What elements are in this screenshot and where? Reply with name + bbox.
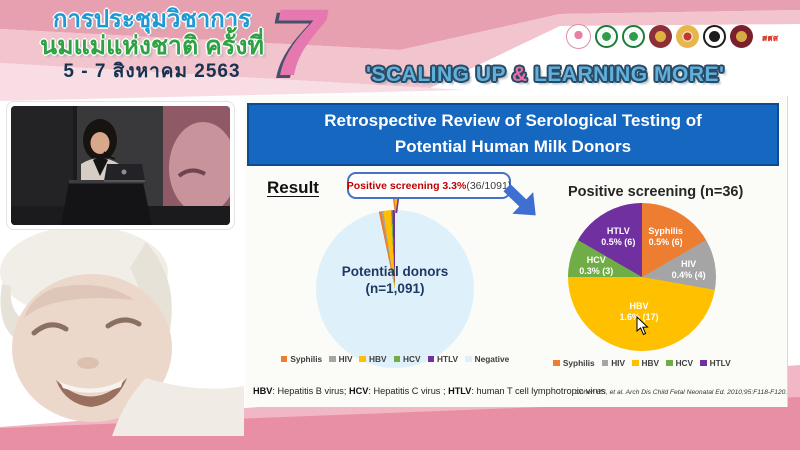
- callout-percent: Positive screening 3.3%: [346, 179, 467, 192]
- left-pie-legend: Syphilis HIV HBV HCV HTLV Negative: [280, 354, 509, 364]
- logo-strip: สสส: [566, 24, 783, 49]
- legend-label: HCV: [403, 354, 421, 364]
- mother-baby-foundation-logo: [566, 24, 591, 49]
- legend-swatch: [465, 355, 472, 363]
- baby-photo-background: [0, 226, 244, 436]
- conference-title: การประชุมวิชาการ นมแม่แห่งชาติ ครั้งที่ …: [24, 7, 280, 82]
- pie-label-hiv: HIV 0.4% (4): [671, 258, 706, 280]
- health-department-logo: [622, 25, 645, 48]
- conference-tagline: 'SCALING UP & LEARNING MORE': [366, 63, 724, 87]
- legend-label: HIV: [611, 358, 626, 368]
- legend-item-hbv: HBV: [359, 354, 387, 364]
- sss-text: สสส: [761, 33, 779, 43]
- mouse-cursor-icon: [636, 316, 649, 336]
- legend-label: Syphilis: [562, 358, 595, 368]
- edition-number: 7: [272, 0, 325, 96]
- legend-label: HBV: [368, 354, 387, 364]
- tagline-ampersand: &: [511, 63, 528, 86]
- footnote-htlv: HTLV: [448, 386, 472, 396]
- tagline-text: 'SCALING UP: [366, 63, 512, 86]
- pie-label-hcv: HCV 0.3% (3): [579, 254, 614, 276]
- reference-citation: Cohen RS, et al. Arch Dis Child Fetal Ne…: [575, 389, 788, 396]
- legend-swatch: [553, 359, 560, 367]
- tagline-text-2: LEARNING MORE': [527, 63, 725, 86]
- footnote-hbv: HBV: [253, 386, 273, 396]
- legend-item-hiv: HIV: [329, 354, 352, 364]
- slide: Retrospective Review of Serological Test…: [245, 96, 788, 407]
- health-ministry-logo: [595, 25, 618, 48]
- legend-item-negative: Negative: [465, 354, 509, 364]
- legend-label: HTLV: [437, 354, 459, 364]
- legend-item-hiv: HIV: [601, 358, 626, 368]
- legend-item-syphilis: Syphilis: [553, 358, 595, 368]
- abbreviation-footnote: HBV: Hepatitis B virus; HCV: Hepatitis C…: [253, 386, 605, 396]
- legend-item-hcv: HCV: [393, 354, 421, 364]
- college-seal-logo: [703, 25, 726, 48]
- legend-item-htlv: HTLV: [700, 358, 731, 368]
- conference-title-line1: การประชุมวิชาการ: [52, 6, 252, 33]
- presenter-video: [7, 102, 234, 229]
- callout-fraction: (36/1091): [466, 179, 512, 192]
- legend-swatch: [359, 355, 366, 363]
- legend-swatch: [700, 359, 707, 367]
- hospital-emblem-logo: [649, 25, 672, 48]
- legend-label: HTLV: [709, 358, 731, 368]
- society-crest-logo: [730, 25, 753, 48]
- positive-screening-title: Positive screening (n=36): [568, 184, 744, 200]
- legend-swatch: [393, 355, 401, 363]
- potential-donors-line2: (n=1,091): [365, 280, 425, 296]
- legend-label: Syphilis: [290, 354, 323, 364]
- legend-swatch: [427, 355, 435, 363]
- sss-figures-icon: [757, 25, 783, 40]
- legend-label: HCV: [675, 358, 694, 368]
- pie-label-hbv: HBV 1.6% (17): [619, 300, 659, 322]
- legend-swatch: [280, 355, 288, 363]
- legend-label: Negative: [474, 354, 510, 364]
- potential-donors-pie: [316, 210, 474, 368]
- pie-label-syphilis: Syphilis 0.5% (6): [648, 225, 683, 247]
- legend-swatch: [666, 359, 673, 367]
- down-right-arrow-icon: [503, 184, 536, 216]
- pie-label-htlv: HTLV 0.5% (6): [601, 225, 636, 247]
- potential-donors-label: Potential donors (n=1,091): [316, 264, 474, 298]
- legend-swatch: [601, 359, 609, 367]
- legend-swatch: [632, 359, 639, 367]
- royal-emblem-logo: [676, 25, 699, 48]
- legend-label: HIV: [338, 354, 353, 364]
- conference-dates: 5 - 7 สิงหาคม 2563: [63, 60, 241, 82]
- footnote-hbv-def: : Hepatitis B virus;: [272, 386, 349, 396]
- legend-item-syphilis: Syphilis: [280, 354, 323, 364]
- legend-label: HBV: [641, 358, 660, 368]
- legend-item-hcv: HCV: [666, 358, 693, 368]
- thai-health-sss-logo: สสส: [757, 25, 783, 48]
- conference-title-line2: นมแม่แห่งชาติ ครั้งที่: [40, 31, 264, 60]
- positive-screening-callout: Positive screening 3.3% (36/1091): [347, 172, 511, 199]
- potential-donors-line1: Potential donors: [341, 264, 449, 279]
- slide-title: Retrospective Review of Serological Test…: [247, 103, 779, 166]
- legend-item-htlv: HTLV: [427, 354, 459, 364]
- footnote-hcv-def: : Hepatitis C virus ;: [368, 386, 449, 396]
- right-pie-legend: Syphilis HIV HBV HCV HTLV: [553, 358, 731, 368]
- legend-swatch: [329, 355, 336, 363]
- presenter-scene: [11, 106, 230, 225]
- result-label: Result: [267, 178, 319, 197]
- footnote-hcv: HCV: [349, 386, 369, 396]
- legend-item-hbv: HBV: [632, 358, 659, 368]
